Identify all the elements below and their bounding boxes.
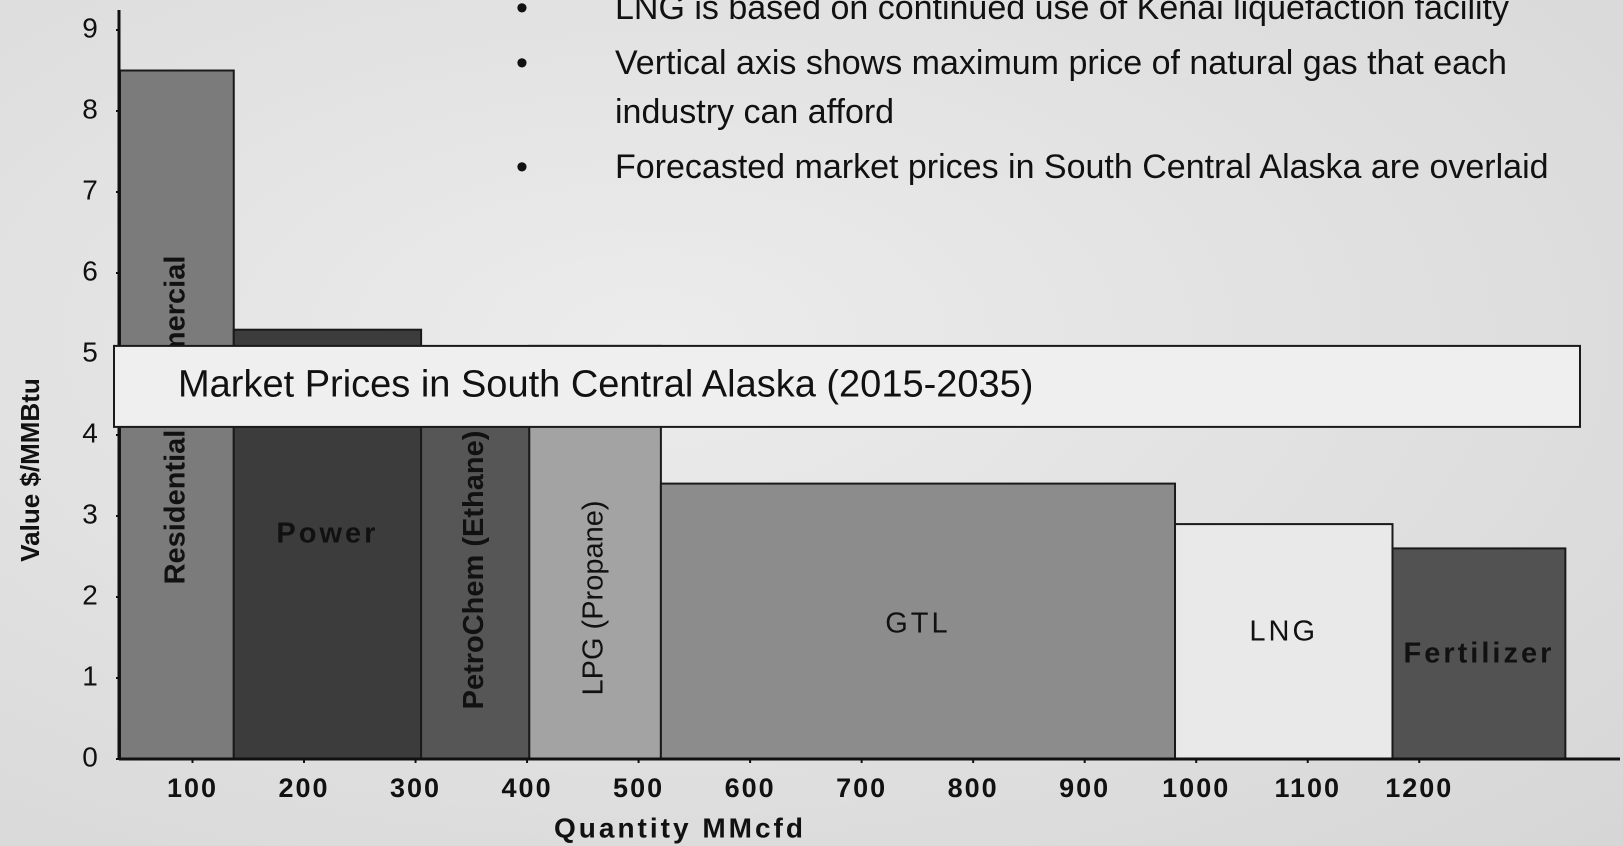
bar [1174, 523, 1394, 760]
bar-label: Fertilizer [1403, 638, 1554, 670]
bar-label: LPG (Propane) [578, 500, 610, 695]
band-label: Market Prices in South Central Alaska (2… [178, 363, 1033, 405]
x-tick-label: 600 [725, 773, 776, 803]
x-tick-label: 200 [278, 773, 329, 803]
y-tick-label: 1 [82, 660, 98, 691]
bar [659, 482, 1177, 760]
x-tick-label: 900 [1059, 773, 1110, 803]
y-tick-label: 2 [82, 579, 98, 610]
x-tick-label: 100 [167, 773, 218, 803]
bar-label: LNG [1249, 616, 1318, 648]
y-tick-label: 6 [82, 255, 98, 286]
x-tick-label: 700 [836, 773, 887, 803]
y-tick-label: 7 [82, 174, 98, 205]
y-tick-label: 0 [82, 741, 98, 772]
x-tick-label: 1000 [1162, 773, 1230, 803]
y-tick-label: 5 [82, 336, 98, 367]
note: Forecasted market prices in South Centra… [516, 143, 1576, 192]
bar-label: PetroChem (Ethane) [458, 431, 490, 710]
price-band [113, 344, 1581, 428]
x-tick-label: 1200 [1385, 773, 1453, 803]
y-tick-label: 3 [82, 498, 98, 529]
y-tick-label: 8 [82, 93, 98, 124]
note: Vertical axis shows maximum price of nat… [516, 39, 1576, 137]
x-tick-label: 800 [948, 773, 999, 803]
bar-label: GTL [885, 608, 950, 640]
note: LNG is based on continued use of Kenai l… [516, 0, 1576, 33]
bar-label: Power [276, 518, 378, 550]
y-axis-label: Value $/MMBtu [15, 378, 45, 561]
x-tick-label: 500 [613, 773, 664, 803]
y-tick-label: 9 [82, 12, 98, 43]
y-tick-label: 4 [82, 417, 98, 448]
x-tick-label: 300 [390, 773, 441, 803]
bar [1391, 547, 1567, 761]
notes: LNG is based on continued use of Kenai l… [516, 0, 1576, 198]
x-tick-label: 1100 [1274, 773, 1341, 803]
x-axis-label: Quantity MMcfd [554, 812, 806, 843]
x-tick-label: 400 [502, 773, 553, 803]
